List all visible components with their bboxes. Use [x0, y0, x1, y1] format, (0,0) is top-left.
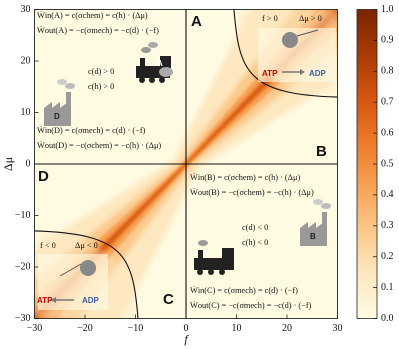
- colorbar-tick-label: 0.1: [381, 282, 394, 293]
- factory-icon: [44, 79, 75, 126]
- annotation: f < 0: [40, 241, 56, 250]
- colorbar-tick-label: 0.0: [381, 313, 394, 324]
- annotation: Ẇout(C) = −c(σmech) = −c(d) · (−f): [190, 301, 312, 310]
- annotation: f > 0: [262, 14, 278, 23]
- train-icon: [136, 42, 173, 83]
- boundary-curve: [34, 230, 139, 319]
- icon-label: B: [310, 232, 316, 241]
- annotation: Ẇout(D) = −c(σchem) = −c(h) · (Δμ): [37, 141, 161, 150]
- x-tick-label: −20: [77, 323, 93, 334]
- motor-icon: [38, 254, 108, 310]
- colorbar-tick-label: 0.8: [381, 66, 394, 77]
- y-tick-label: −20: [15, 261, 31, 272]
- y-tick-label: 10: [21, 107, 31, 118]
- x-tick-label: −10: [128, 323, 144, 334]
- annotation: Ẇout(A) = −c(σmech) = −c(d) · (−f): [37, 26, 159, 35]
- x-tick-label: −30: [27, 323, 43, 334]
- annotation: Ẇin(B) = c(σchem) = c(h) · (Δμ): [190, 173, 300, 182]
- x-tick-label: 10: [232, 323, 242, 334]
- x-axis-label: f: [184, 332, 189, 346]
- annotation: Ẇin(D) = c(σmech) = c(d) · (−f): [37, 126, 146, 135]
- annotation: Ẇin(A) = c(σchem) = c(h) · (Δμ): [37, 11, 148, 20]
- train-icon: [194, 240, 234, 275]
- icon-label: D: [54, 112, 60, 121]
- factory-icon: [300, 199, 331, 246]
- region-label: C: [163, 291, 174, 308]
- colorbar-tick-label: 0.3: [381, 220, 394, 231]
- colorbar-tick-label: 0.4: [381, 189, 394, 200]
- region-label: A: [191, 13, 202, 30]
- colorbar-tick-label: 1.0: [381, 4, 394, 15]
- y-tick-label: −10: [15, 210, 31, 221]
- adp-label: ADP: [309, 69, 327, 78]
- x-tick-label: 30: [333, 323, 343, 334]
- motor-icon: [258, 28, 336, 82]
- x-tick-label: 20: [282, 323, 292, 334]
- annotation: c(d) > 0: [88, 67, 114, 76]
- annotation: c(h) > 0: [88, 82, 114, 91]
- y-tick-label: 20: [21, 55, 31, 66]
- colorbar-tick-label: 0.5: [381, 158, 394, 169]
- y-tick-label: −30: [15, 313, 31, 324]
- y-axis-label: Δμ: [1, 157, 15, 171]
- annotation: c(h) < 0: [242, 238, 268, 247]
- adp-label: ADP: [82, 296, 100, 305]
- boundary-curve: [233, 9, 338, 98]
- annotation: Δμ > 0: [299, 14, 322, 23]
- overlay: A B C D Ẇin(A) = c(σchem) = c(h) · (Δμ) …: [1, 11, 336, 346]
- annotation: Δμ < 0: [75, 241, 98, 250]
- region-label: B: [316, 143, 327, 160]
- y-tick-label: 0: [26, 158, 31, 169]
- atp-label: ATP: [37, 296, 53, 305]
- colorbar-tick-label: 0.7: [381, 96, 394, 107]
- x-tick-label: 0: [184, 323, 189, 334]
- colorbar-tick-label: 0.9: [381, 35, 394, 46]
- atp-label: ATP: [262, 69, 278, 78]
- annotation: Ẇout(B) = −c(σchem) = −c(h) · (Δμ): [190, 188, 314, 197]
- colorbar-tick-label: 0.2: [381, 251, 394, 262]
- region-label: D: [38, 168, 49, 185]
- y-tick-label: 30: [21, 4, 31, 15]
- icon-label: A: [157, 59, 163, 68]
- annotation: Ẇin(C) = c(σmech) = c(d) · (−f): [190, 286, 298, 295]
- colorbar-tick-label: 0.6: [381, 127, 394, 138]
- annotation: c(d) < 0: [242, 223, 268, 232]
